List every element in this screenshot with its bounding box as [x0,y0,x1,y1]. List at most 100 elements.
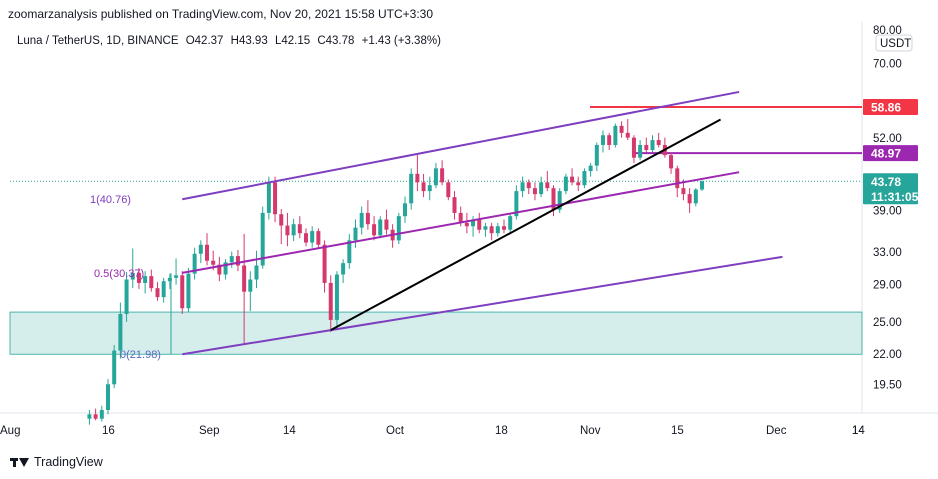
x-tick-label: 16 [102,425,115,437]
candle-body [514,191,519,217]
price-label-box [863,99,918,116]
candle-body [613,125,618,145]
candle-body [359,212,364,228]
y-tick-label: 29.00 [873,280,902,292]
candle-body [477,219,482,230]
candle-body [539,182,544,195]
candle-body [532,188,537,195]
candle-body [273,182,278,215]
candle-body [341,263,346,275]
candle-body [365,212,370,225]
y-tick-label: 39.00 [873,205,902,217]
candle-body [174,275,179,278]
candle-body [638,144,643,158]
ohlc-high: H43.93 [230,35,268,47]
y-tick-label: 70.00 [873,59,902,71]
candle-body [167,277,172,282]
candle-body [229,256,234,263]
candle-body [235,256,240,266]
candle-body [601,135,605,145]
candle-body [687,194,692,204]
candle-body [570,176,575,183]
candle-body [136,272,141,283]
candle-body [130,272,135,280]
candle-body [378,219,383,236]
support-trend-line [330,118,722,331]
candle-body [700,181,704,190]
candle-body [396,216,401,241]
candle-body [161,281,166,298]
y-tick-label: 25.00 [873,317,902,329]
candle-body [576,182,581,186]
candle-body [112,350,117,385]
candle-body [675,168,680,189]
x-tick-label: Dec [766,425,787,437]
candle-body [551,188,556,210]
candle-body [508,216,513,230]
upper-channel-line [182,90,740,201]
tradingview-logo-icon [10,457,30,468]
ohlc-low: L42.15 [274,35,311,47]
candle-body [433,168,438,186]
candle-body [526,182,531,189]
ohlc-change: +1.43 (+3.38%) [361,35,441,47]
symbol-name[interactable]: Luna / TetherUS, 1D, BINANCE [17,35,179,47]
y-tick-label: 33.00 [873,247,902,259]
candle-body [557,191,562,210]
price-label-box [863,173,918,190]
candle-body [440,168,445,183]
candle-body [279,214,284,226]
candle-body [656,140,661,145]
candle-body [619,125,624,133]
y-tick-label: 19.50 [873,379,902,391]
price-label: 43.78 [871,175,901,189]
candle-body [242,265,247,292]
candle-body [211,260,216,265]
candle-body [328,282,333,320]
candle-body [297,224,302,234]
candle-body [471,219,476,227]
candle-body [266,182,271,213]
x-tick-label: 15 [671,425,684,437]
candle-body [353,227,358,241]
candle-body [205,244,209,261]
candle-body [254,265,259,280]
fib-label: 0(21.98) [120,349,161,361]
candle-body [155,288,160,298]
candle-body [495,226,500,234]
candle-body [372,224,377,236]
candle-body [427,185,432,192]
candle-body [87,414,92,419]
x-tick-label: Nov [580,425,601,437]
candle-body [260,212,265,266]
candle-body [192,253,197,274]
candle-body [118,314,123,351]
candle-body [347,240,352,264]
currency-box [875,34,913,52]
mid-channel-line [182,171,740,274]
candle-body [693,189,698,204]
x-tick-label: 14 [283,425,296,437]
price-label: 58.86 [871,101,901,115]
candle-body [415,173,420,183]
candle-body [607,135,612,145]
symbol-info: Luna / TetherUS, 1D, BINANCE O42.37 H43.… [17,35,445,47]
x-tick-label: Oct [386,425,405,437]
demand-zone [9,311,863,355]
candle-body [291,224,296,236]
candle-body [489,226,494,234]
candle-body [322,244,327,283]
candle-body [99,410,104,419]
candle-body [403,203,407,217]
y-tick-label: 80.00 [873,25,902,37]
candle-body [625,132,630,138]
candle-body [644,144,649,150]
candle-body [143,276,148,283]
candle-body [304,233,308,243]
candle-body [409,173,414,204]
candle-body [248,279,253,292]
candle-body [149,276,154,289]
price-label-box [863,145,918,162]
candle-body [545,182,550,189]
